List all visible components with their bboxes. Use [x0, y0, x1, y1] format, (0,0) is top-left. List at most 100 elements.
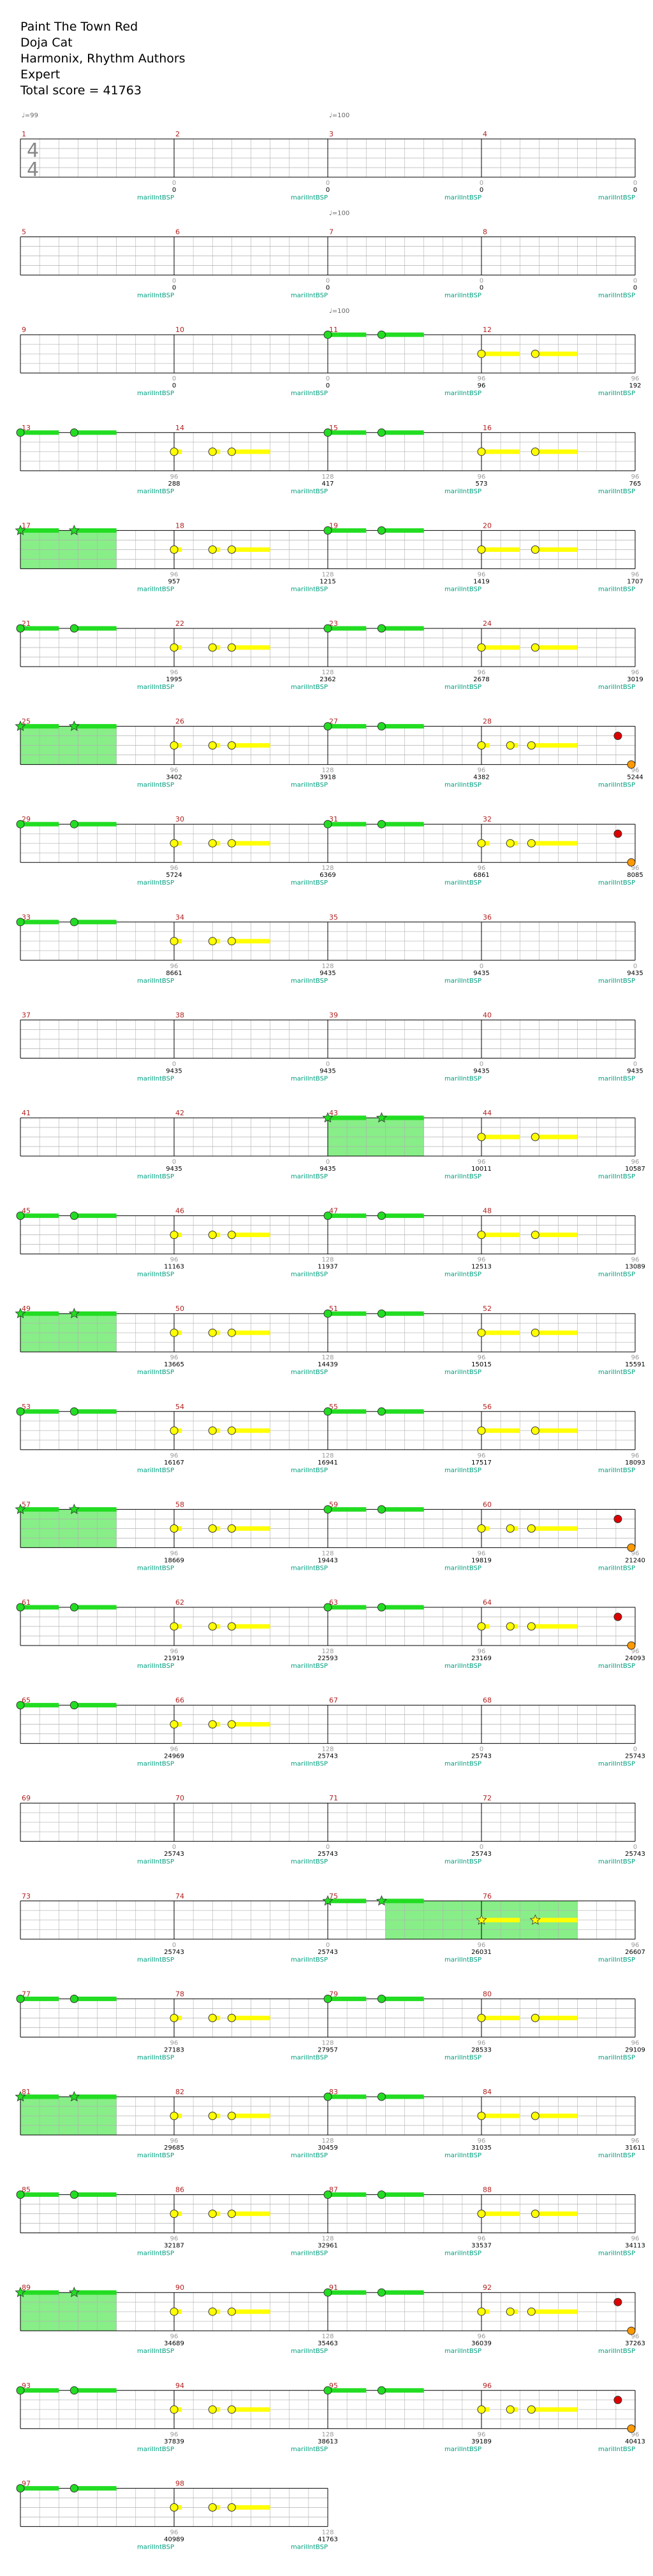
player-label: mariIIntBSP	[137, 978, 174, 985]
sustain-trail	[231, 743, 270, 748]
player-label: mariIIntBSP	[598, 782, 635, 789]
yellow-note	[170, 2210, 179, 2218]
red-note	[613, 732, 622, 741]
streak-value: 96	[631, 1648, 640, 1655]
streak-value: 96	[631, 474, 640, 481]
green-note	[323, 428, 332, 437]
yellow-note	[477, 545, 486, 554]
score-value: 1215	[319, 578, 335, 585]
player-label: mariIIntBSP	[598, 1761, 635, 1768]
player-label: mariIIntBSP	[444, 782, 481, 789]
green-note	[377, 2386, 386, 2395]
measure-number: 56	[483, 1403, 492, 1411]
sustain-trail	[481, 1330, 520, 1335]
green-note	[16, 1701, 25, 1710]
yellow-note	[170, 2013, 179, 2022]
yellow-note	[227, 1720, 236, 1729]
streak-value: 96	[631, 1354, 640, 1361]
sustain-trail	[74, 1996, 117, 2001]
measure-number: 72	[483, 1794, 492, 1802]
player-label: mariIIntBSP	[598, 390, 635, 397]
yellow-note	[170, 1426, 179, 1435]
measure-number: 24	[483, 619, 492, 628]
score-value: 9435	[166, 1166, 182, 1173]
player-label: mariIIntBSP	[598, 2250, 635, 2257]
score-value: 19443	[318, 1557, 338, 1564]
score-value: 30459	[318, 2145, 338, 2152]
score-value: 6861	[473, 872, 489, 879]
green-note	[70, 820, 78, 829]
yellow-note	[506, 2307, 515, 2316]
streak-value: 96	[170, 669, 179, 676]
measure-number: 38	[175, 1011, 184, 1019]
sustain-trail	[74, 920, 117, 925]
yellow-note	[531, 1231, 539, 1240]
star-note	[68, 525, 80, 535]
sustain-trail	[20, 1605, 59, 1610]
score-value: 8085	[627, 872, 643, 879]
sustain-trail	[74, 1311, 117, 1316]
sustain-trail	[381, 1311, 424, 1316]
sustain-trail	[20, 2486, 59, 2491]
score-value: 24093	[625, 1655, 645, 1662]
yellow-note	[477, 1132, 486, 1141]
sustain-trail	[531, 2309, 578, 2314]
measure-number: 17	[22, 521, 31, 530]
streak-value: 96	[631, 2431, 640, 2438]
measure-number: 2	[175, 130, 180, 138]
player-label: mariIIntBSP	[444, 586, 481, 593]
measure-number: 30	[175, 815, 184, 823]
streak-value: 96	[478, 2138, 486, 2145]
player-label: mariIIntBSP	[444, 2446, 481, 2453]
streak-value: 0	[326, 1060, 330, 1067]
measure-number: 3	[329, 130, 334, 138]
score-value: 1419	[473, 578, 489, 585]
measure-number: 12	[483, 326, 492, 334]
player-label: mariIIntBSP	[291, 1565, 328, 1572]
green-note	[323, 1505, 332, 1514]
score-value: 38613	[318, 2438, 338, 2445]
player-label: mariIIntBSP	[291, 1858, 328, 1865]
streak-value: 96	[631, 865, 640, 872]
score-value: 27957	[318, 2046, 338, 2053]
player-label: mariIIntBSP	[137, 1467, 174, 1474]
streak-value: 96	[170, 2138, 179, 2145]
sustain-trail	[231, 2309, 270, 2314]
total-score: Total score = 41763	[20, 83, 142, 98]
yellow-note	[531, 2013, 539, 2022]
streak-value: 96	[478, 1452, 486, 1459]
tempo-marking: ♩=100	[329, 210, 349, 217]
sustain-trail	[328, 2290, 367, 2295]
sustain-trail	[231, 547, 270, 552]
sustain-trail	[381, 1409, 424, 1414]
sustain-trail	[328, 724, 367, 729]
chart-authors: Harmonix, Rhythm Authors	[20, 52, 186, 66]
yellow-note	[477, 1328, 486, 1337]
streak-value: 96	[170, 1452, 179, 1459]
streak-value: 96	[170, 2529, 179, 2536]
yellow-note	[208, 643, 217, 652]
sustain-trail	[231, 2015, 270, 2020]
measure-number: 66	[175, 1697, 184, 1705]
streak-value: 96	[631, 1942, 640, 1949]
streak-value: 96	[631, 375, 640, 382]
sustain-trail	[328, 1507, 367, 1512]
player-label: mariIIntBSP	[444, 1369, 481, 1376]
streak-value: 0	[326, 180, 330, 187]
player-label: mariIIntBSP	[137, 488, 174, 495]
sustain-trail	[481, 2113, 520, 2118]
green-note	[323, 722, 332, 731]
sustain-trail	[481, 547, 520, 552]
score-value: 13665	[164, 1361, 184, 1368]
streak-value: 0	[172, 1844, 176, 1851]
yellow-note	[227, 447, 236, 456]
streak-value: 0	[633, 1060, 637, 1067]
green-note	[377, 1309, 386, 1318]
score-value: 34689	[164, 2340, 184, 2347]
score-value: 4382	[473, 774, 489, 781]
streak-value: 96	[170, 1550, 179, 1557]
streak-value: 96	[478, 375, 486, 382]
score-value: 957	[168, 578, 180, 585]
streak-value: 96	[478, 474, 486, 481]
yellow-note	[227, 741, 236, 750]
